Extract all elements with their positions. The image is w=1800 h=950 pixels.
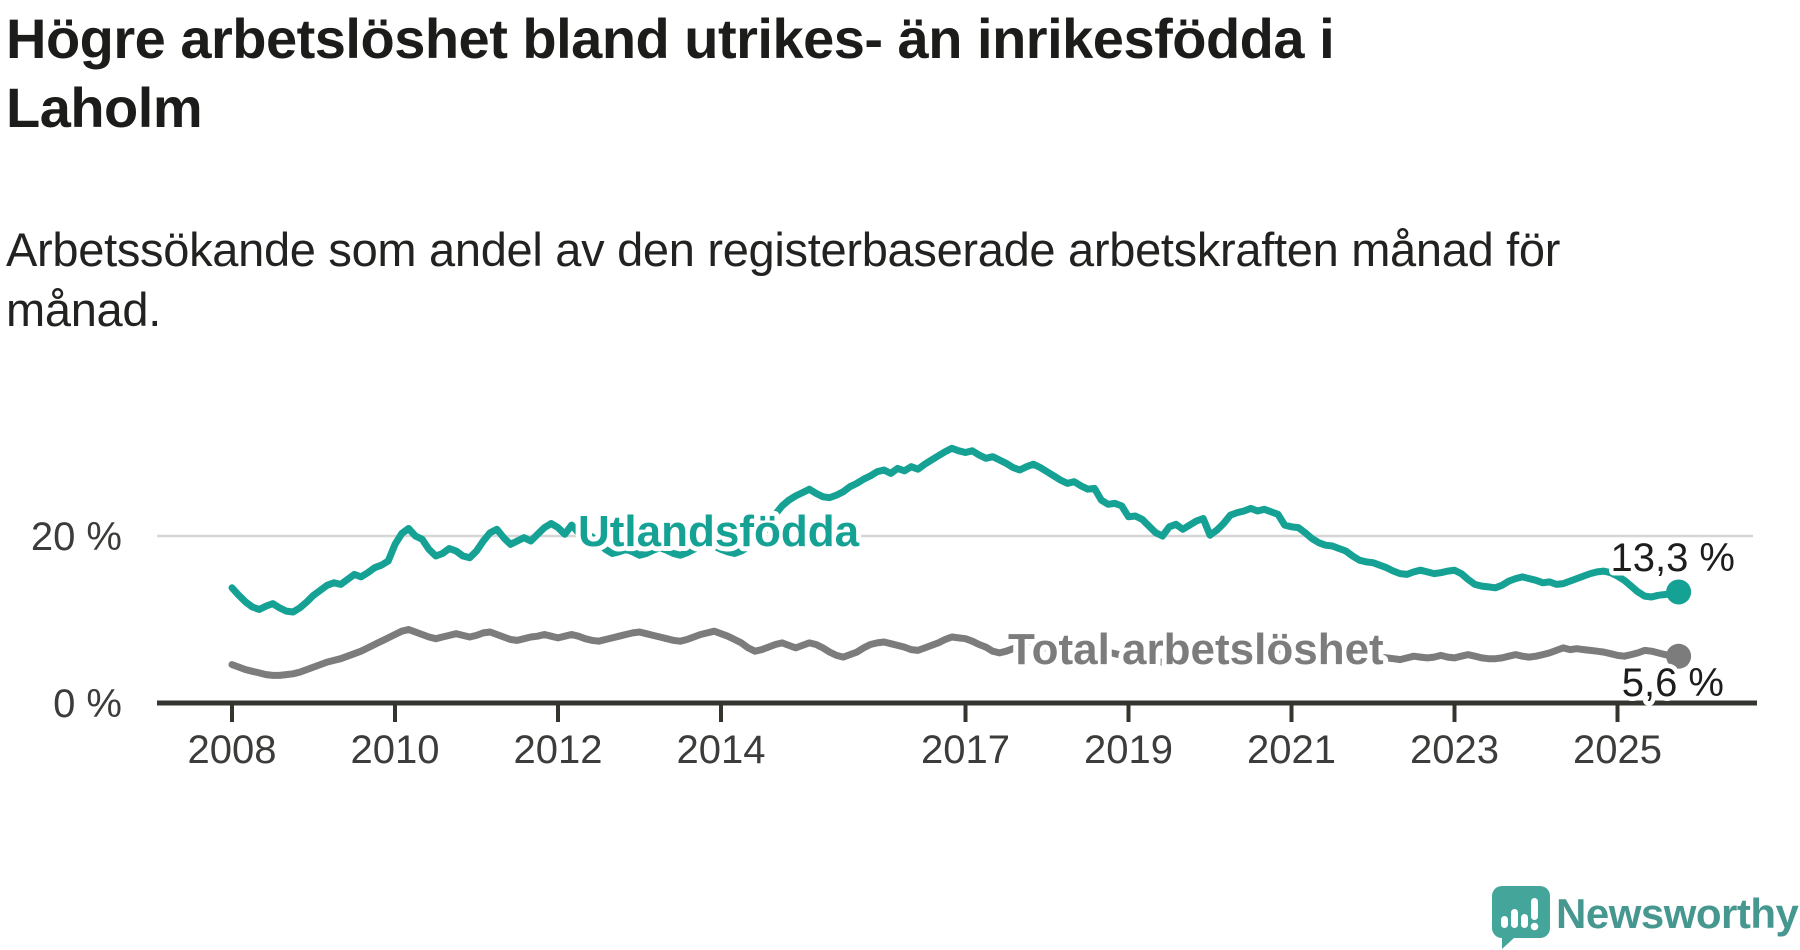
brand-name: Newsworthy bbox=[1556, 890, 1799, 937]
x-tick-label: 2019 bbox=[1084, 728, 1173, 772]
newsworthy-logo: Newsworthy bbox=[1488, 884, 1800, 949]
series-label: Total arbetslöshet bbox=[1008, 625, 1384, 674]
x-tick-label: 2008 bbox=[188, 728, 277, 772]
end-value-label: 5,6 % bbox=[1622, 661, 1724, 705]
x-tick-label: 2021 bbox=[1247, 728, 1336, 772]
x-tick-label: 2023 bbox=[1410, 728, 1499, 772]
end-value-label: 13,3 % bbox=[1610, 536, 1735, 580]
x-tick-label: 2017 bbox=[921, 728, 1010, 772]
chart-subtitle: Arbetssökande som andel av den registerb… bbox=[6, 223, 1561, 337]
series-end-dot-total bbox=[1666, 643, 1692, 669]
x-tick-label: 2010 bbox=[351, 728, 440, 772]
x-tick-label: 2012 bbox=[514, 728, 603, 772]
y-tick-label: 0 % bbox=[53, 682, 122, 726]
series-line-utlandsfodda bbox=[228, 444, 1683, 616]
x-tick-label: 2014 bbox=[677, 728, 766, 772]
series-line-total bbox=[228, 626, 1683, 679]
y-tick-label: 20 % bbox=[31, 515, 122, 559]
newsworthy-speech-bubble-chart-icon bbox=[1492, 886, 1550, 949]
series-end-dot-utlandsfodda bbox=[1666, 579, 1692, 605]
x-tick-label: 2025 bbox=[1573, 728, 1662, 772]
series-label: Utlandsfödda bbox=[578, 507, 860, 556]
chart-title: Högre arbetslöshet bland utrikes- än inr… bbox=[6, 7, 1335, 140]
